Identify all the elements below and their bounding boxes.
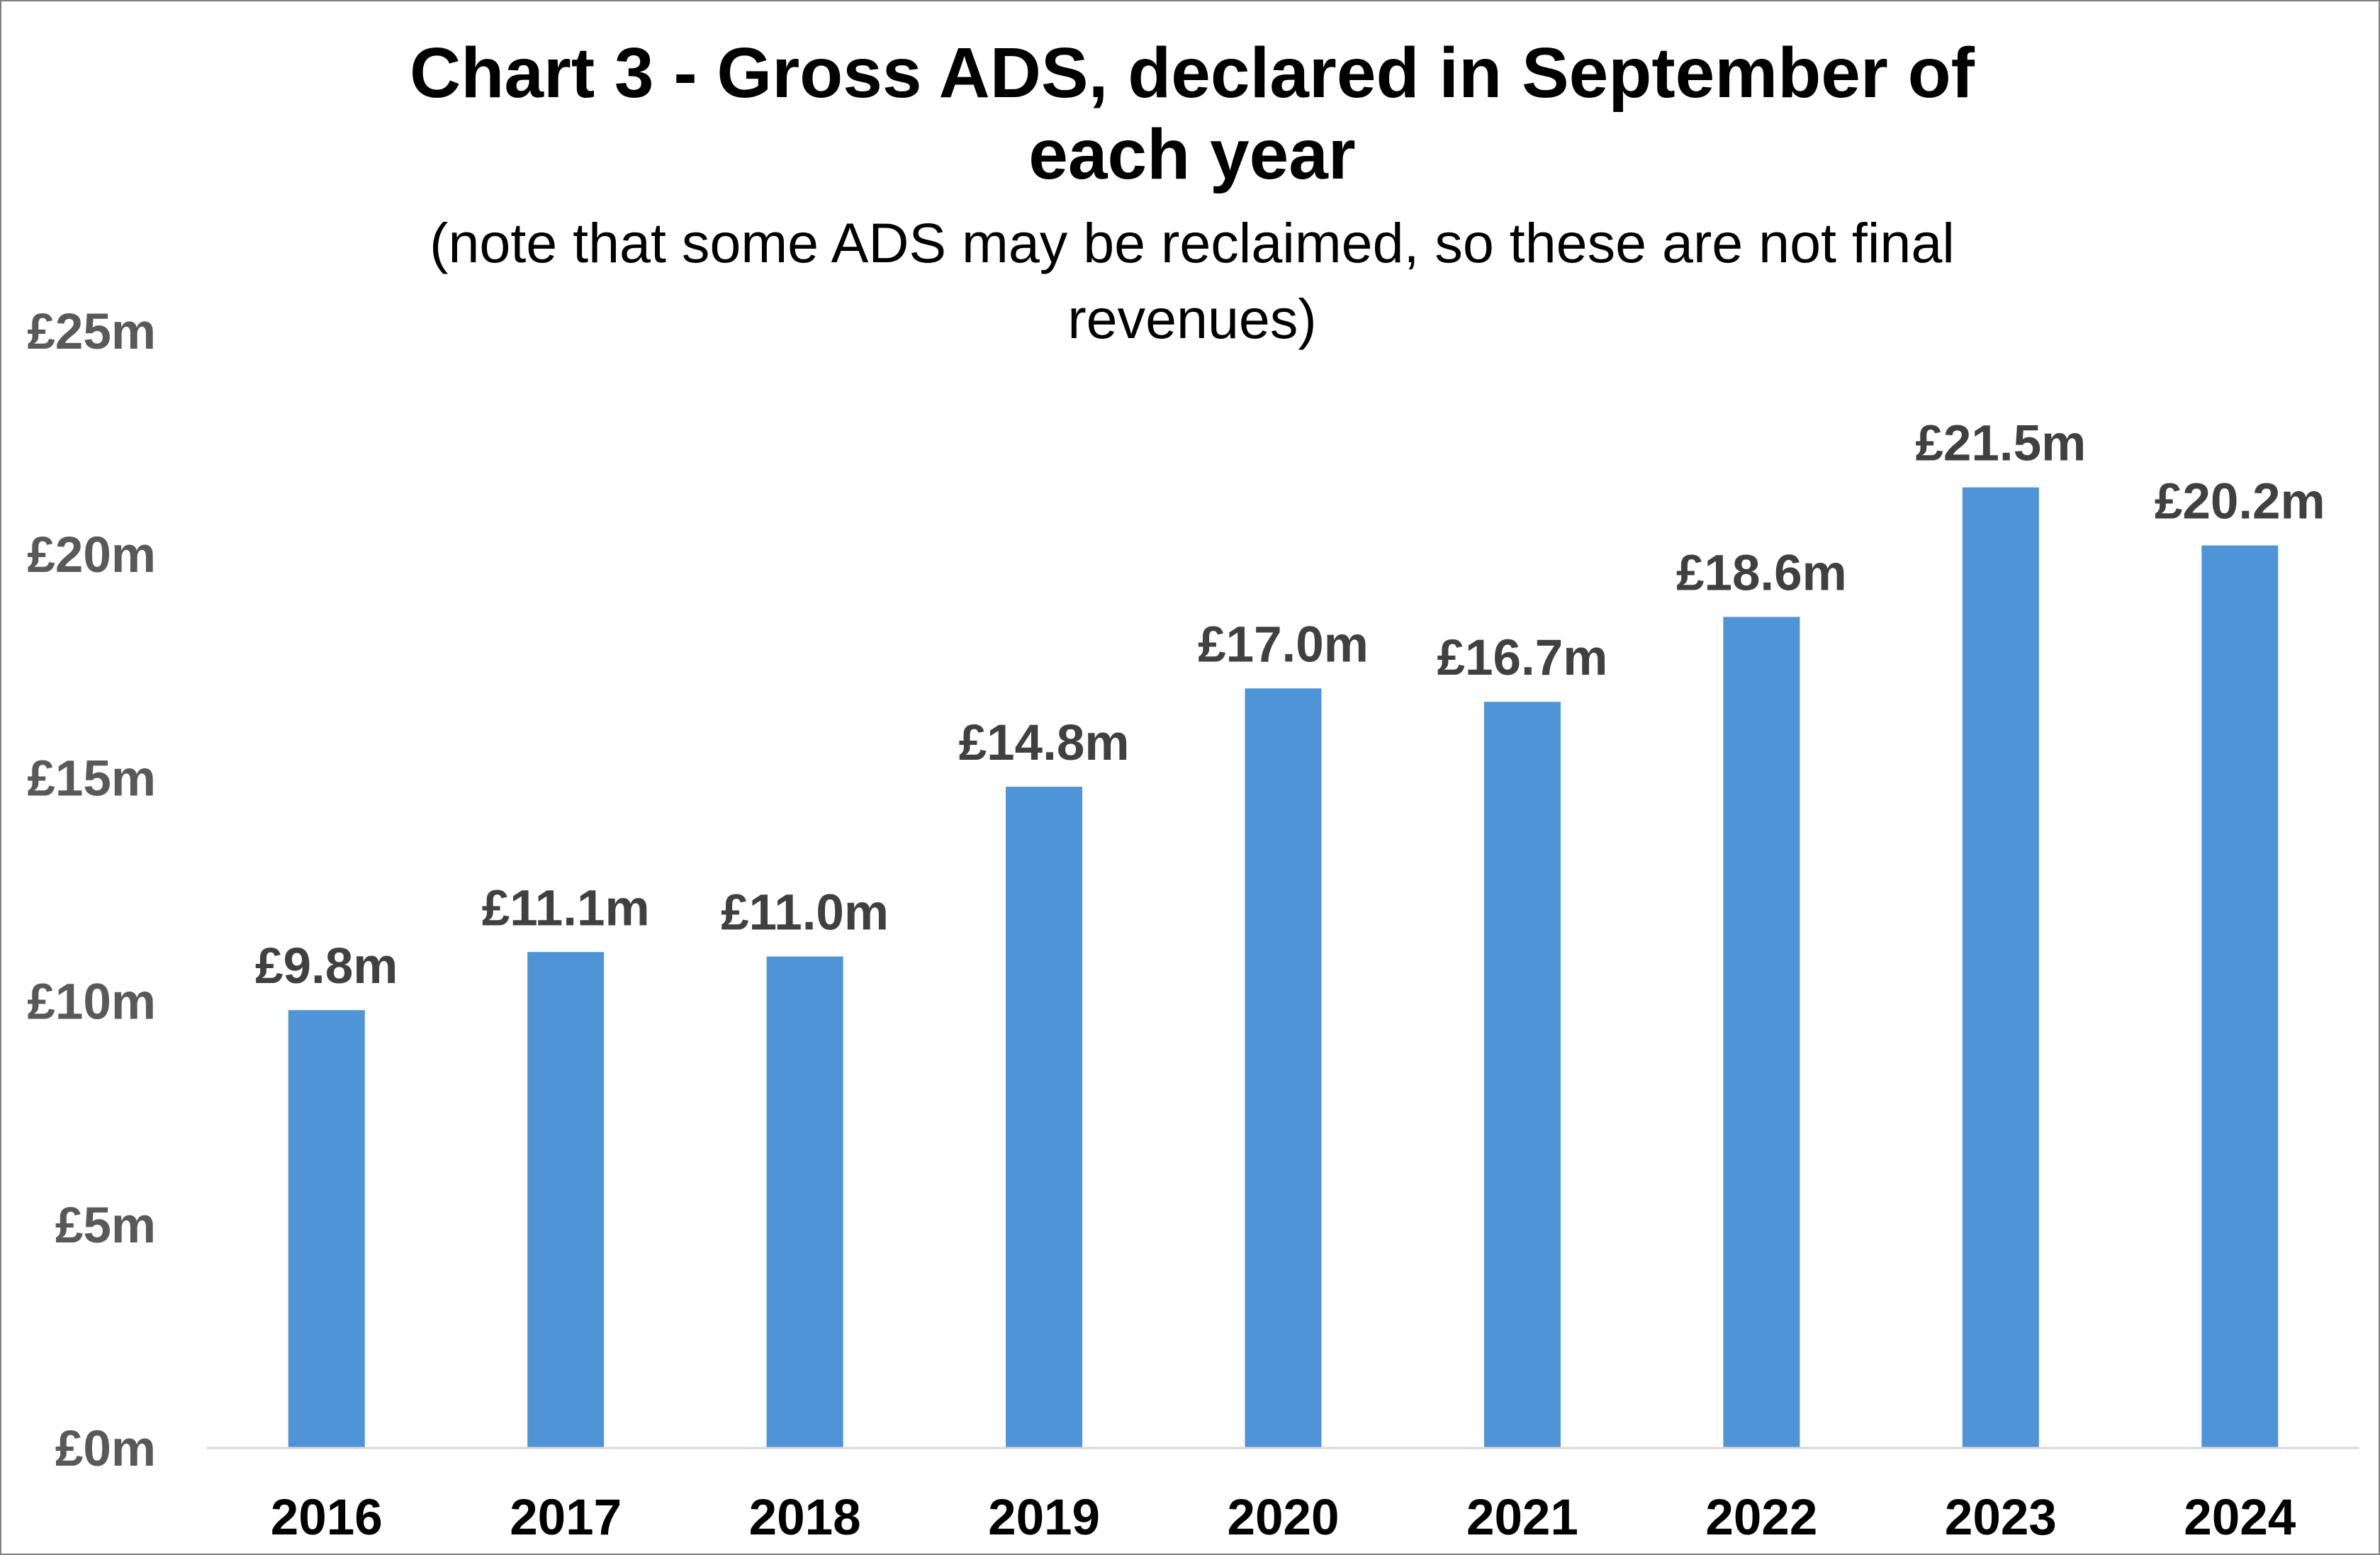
x-tick-label-2021: 2021 bbox=[1466, 1490, 1578, 1546]
data-label-2019: £14.8m bbox=[959, 715, 1130, 771]
x-tick-label-2024: 2024 bbox=[2184, 1490, 2296, 1546]
bar-2022 bbox=[1723, 617, 1800, 1448]
data-label-2017: £11.1m bbox=[482, 880, 650, 936]
chart-subtitle: (note that some ADS may be reclaimed, so… bbox=[430, 211, 1955, 350]
bar-2016 bbox=[288, 1010, 365, 1448]
x-tick-label-2016: 2016 bbox=[271, 1490, 383, 1546]
data-label-2020: £17.0m bbox=[1198, 617, 1369, 673]
y-tick-label: £25m bbox=[27, 304, 156, 360]
bar-2019 bbox=[1006, 787, 1083, 1448]
x-tick-label-2022: 2022 bbox=[1705, 1490, 1817, 1546]
y-tick-label: £0m bbox=[55, 1421, 156, 1477]
bar-2018 bbox=[766, 956, 843, 1448]
chart-title: Chart 3 - Gross ADS, declared in Septemb… bbox=[410, 33, 1975, 194]
x-tick-label-2017: 2017 bbox=[510, 1490, 622, 1546]
x-tick-label-2018: 2018 bbox=[749, 1490, 861, 1546]
chart-subtitle-line-2: revenues) bbox=[1067, 287, 1316, 350]
data-label-2016: £9.8m bbox=[255, 938, 398, 994]
y-tick-label: £15m bbox=[27, 751, 156, 807]
bar-2020 bbox=[1245, 688, 1322, 1448]
x-tick-label-2019: 2019 bbox=[988, 1490, 1100, 1546]
x-axis-tick-labels: 2016 2017 2018 2019 2020 2021 2022 2023 2024 bbox=[271, 1490, 2296, 1546]
bar-2017 bbox=[527, 952, 605, 1448]
data-labels: £9.8m £11.1m £11.0m £14.8m £17.0m £16.7m £18.6… bbox=[255, 416, 2325, 995]
chart-title-line-2: each year bbox=[1028, 115, 1355, 194]
y-tick-label: £10m bbox=[27, 975, 156, 1031]
bar-2024 bbox=[2201, 545, 2279, 1448]
y-tick-label: £5m bbox=[55, 1198, 156, 1254]
data-label-2023: £21.5m bbox=[1915, 416, 2086, 472]
data-label-2021: £16.7m bbox=[1437, 630, 1608, 686]
y-axis-tick-labels: £0m £5m £10m £15m £20m £25m bbox=[27, 304, 156, 1477]
x-tick-label-2023: 2023 bbox=[1945, 1490, 2057, 1546]
chart-title-line-1: Chart 3 - Gross ADS, declared in Septemb… bbox=[410, 33, 1975, 113]
data-label-2022: £18.6m bbox=[1676, 545, 1847, 601]
bar-series bbox=[288, 487, 2279, 1449]
y-tick-label: £20m bbox=[27, 527, 156, 583]
bar-2021 bbox=[1483, 702, 1561, 1449]
bar-2023 bbox=[1962, 487, 2039, 1448]
data-label-2018: £11.0m bbox=[721, 885, 889, 941]
x-tick-label-2020: 2020 bbox=[1228, 1490, 1340, 1546]
chart-subtitle-line-1: (note that some ADS may be reclaimed, so… bbox=[430, 211, 1955, 274]
data-label-2024: £20.2m bbox=[2155, 474, 2325, 530]
